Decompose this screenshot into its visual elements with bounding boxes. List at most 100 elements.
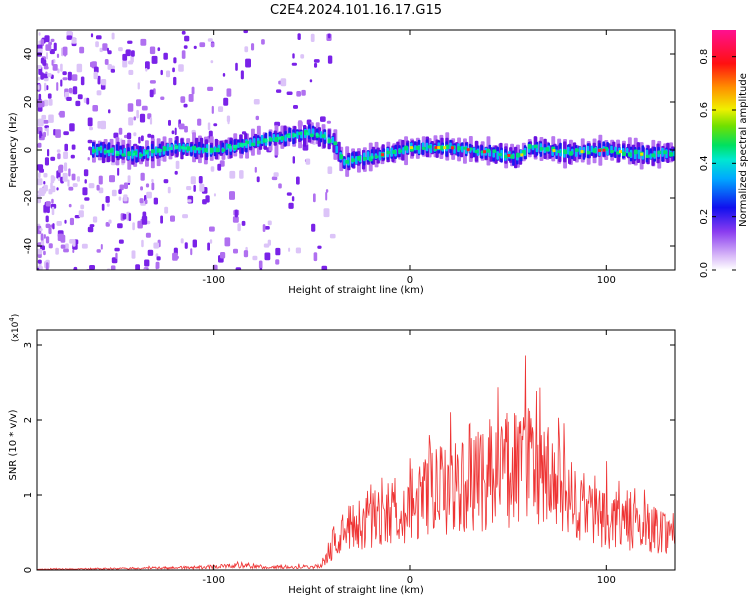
ridge-cell: [121, 153, 126, 157]
ridge-cell: [516, 152, 520, 158]
speckle: [241, 220, 246, 226]
colorbar-gradient: [712, 30, 736, 270]
speckle: [47, 73, 52, 78]
speckle: [39, 187, 45, 197]
ridge-cell: [274, 137, 279, 142]
speckle: [47, 149, 50, 157]
speckle: [118, 47, 123, 52]
ridge-peak: [169, 147, 173, 150]
speckle: [130, 55, 134, 63]
ridge-cell: [533, 144, 538, 149]
speckle: [292, 156, 295, 164]
speckle: [56, 53, 60, 58]
speckle: [141, 105, 148, 111]
speckle: [75, 100, 81, 107]
speckle: [301, 89, 306, 96]
speckle: [174, 127, 177, 136]
speckle: [80, 204, 85, 210]
ridge-cell: [95, 146, 99, 156]
speckle: [149, 89, 154, 98]
speckle: [38, 93, 42, 101]
speckle: [128, 117, 134, 126]
speckle: [46, 85, 49, 91]
speckle: [69, 123, 75, 132]
speckle: [237, 223, 241, 232]
speckle: [65, 243, 69, 250]
speckle: [127, 40, 133, 44]
speckle: [97, 75, 101, 85]
speckle: [41, 114, 47, 120]
speckle: [164, 206, 169, 214]
speckle: [39, 228, 43, 232]
ridge-cell: [333, 141, 338, 146]
speckle: [89, 265, 95, 270]
speckle: [245, 58, 251, 68]
ridge-cell: [429, 143, 433, 154]
speckle: [111, 65, 115, 70]
speckle: [193, 184, 196, 192]
speckle: [156, 256, 161, 261]
ridge-cell: [425, 142, 429, 152]
speckle: [267, 239, 271, 246]
spectrogram-marks: [37, 30, 675, 270]
speckle: [227, 116, 230, 125]
speckle: [118, 239, 124, 244]
colorbar-tick-label: 0.2: [699, 209, 710, 225]
speckle: [60, 177, 63, 183]
ridge-peak: [228, 145, 232, 149]
spectrogram-y-label: Frequency (Hz): [8, 112, 19, 188]
speckle: [68, 203, 72, 208]
speckle: [235, 62, 238, 71]
snr-frame: [36, 329, 676, 571]
snr-panel: -100 0 100 0 1 2 3 Height of straight line (km…: [8, 314, 676, 596]
ridge-peak: [466, 148, 470, 152]
ridge-peak: [106, 149, 110, 153]
speckle: [180, 96, 186, 103]
speckle: [128, 69, 134, 75]
speckle: [288, 202, 294, 209]
ridge-peak: [293, 133, 297, 137]
speckle: [181, 50, 186, 59]
speckle: [51, 198, 54, 204]
speckle: [89, 126, 93, 131]
ridge-peak: [410, 146, 413, 150]
ridge-cell: [504, 154, 509, 159]
speckle: [325, 191, 328, 201]
speckle: [87, 139, 93, 144]
speckle: [55, 247, 59, 255]
ridge-peak: [158, 149, 162, 152]
ridge-cell: [413, 145, 417, 151]
speckle: [66, 96, 72, 101]
speckle: [258, 260, 263, 269]
speckle: [117, 167, 120, 176]
ridge-cell: [237, 142, 240, 148]
speckle: [229, 170, 236, 179]
speckle: [47, 93, 52, 99]
snr-y-tick-label: 3: [23, 342, 34, 348]
ridge-cell: [256, 140, 261, 144]
speckle: [217, 163, 222, 171]
speckle: [50, 156, 56, 161]
ridge-cell: [645, 154, 650, 158]
speckle: [259, 267, 263, 270]
speckle: [256, 176, 260, 183]
speckle: [140, 172, 145, 181]
speckle: [286, 192, 292, 196]
speckle: [147, 133, 152, 138]
ridge-cell: [327, 138, 332, 143]
speckle: [273, 172, 279, 177]
snr-y-tick-label: 0: [23, 567, 34, 573]
speckle: [191, 86, 195, 95]
speckle: [106, 203, 110, 207]
speckle: [64, 219, 67, 224]
speckle: [48, 98, 53, 106]
speckle: [181, 30, 186, 35]
speckle: [127, 175, 131, 184]
speckle: [135, 264, 140, 270]
speckle: [160, 215, 163, 224]
ridge-peak: [370, 155, 374, 159]
ridge-cell: [492, 152, 495, 158]
speckle: [131, 50, 135, 57]
speckle: [244, 46, 249, 53]
speckle: [132, 222, 135, 231]
